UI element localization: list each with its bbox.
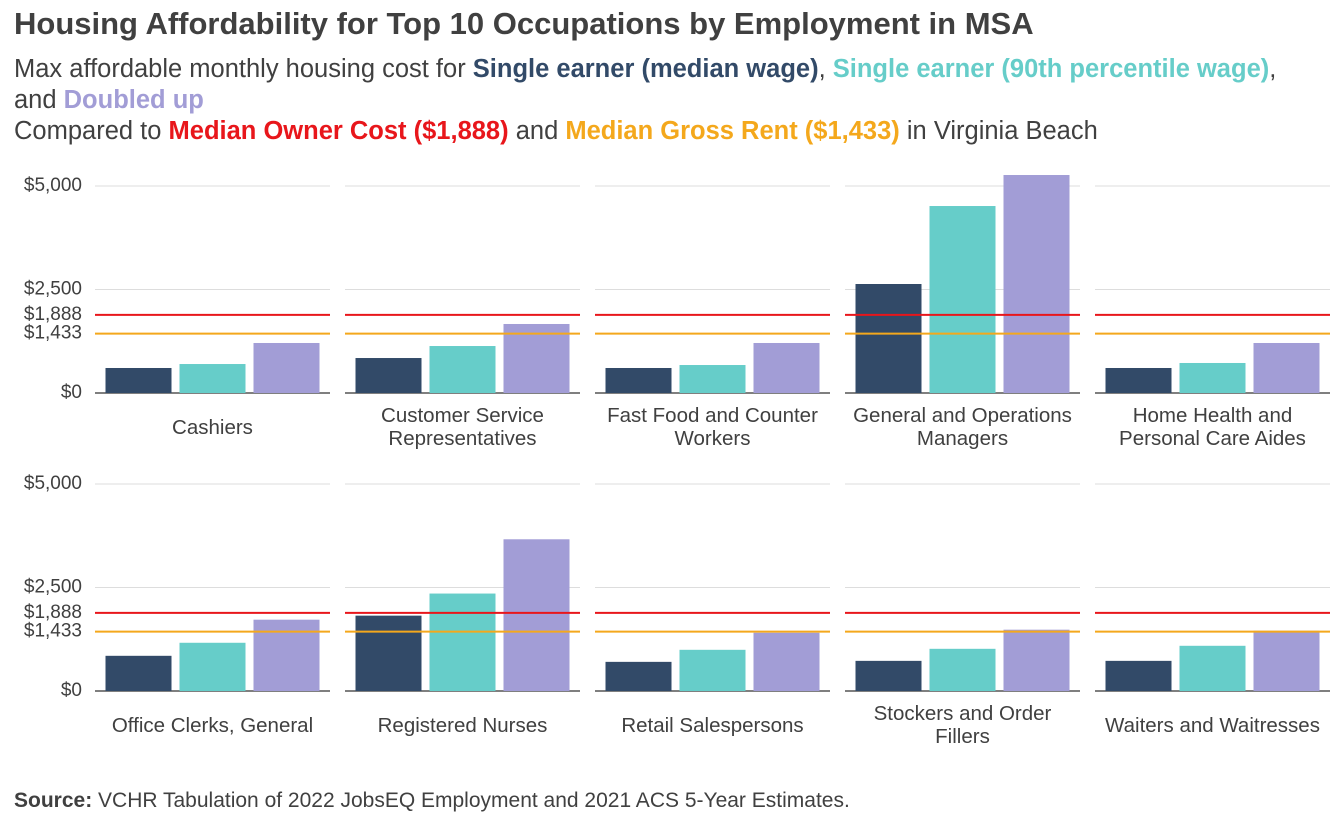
bar bbox=[355, 358, 422, 393]
y-tick-label: $1,888 bbox=[24, 304, 82, 325]
bar bbox=[855, 284, 922, 393]
source-text: VCHR Tabulation of 2022 JobsEQ Employmen… bbox=[98, 789, 850, 812]
subtitle-text: , bbox=[818, 55, 826, 83]
y-tick-label: $5,000 bbox=[24, 175, 82, 196]
bar bbox=[1253, 630, 1320, 691]
bar bbox=[753, 342, 820, 393]
bar bbox=[105, 367, 172, 393]
panel-title: Waiters and Waitresses bbox=[1105, 713, 1320, 737]
legend-entry: Single earner (90th percentile wage) bbox=[832, 55, 1270, 83]
bar bbox=[605, 661, 672, 691]
bar bbox=[503, 539, 570, 691]
subtitle-text: in Virginia Beach bbox=[906, 117, 1098, 145]
legend-entry: Single earner (median wage) bbox=[472, 55, 819, 83]
panel-title: Cashiers bbox=[172, 415, 253, 439]
y-tick-label: $1,433 bbox=[24, 621, 82, 642]
y-tick-label: $0 bbox=[61, 680, 82, 701]
panel-title: Fast Food and Counter Workers bbox=[607, 404, 818, 450]
y-tick-label: $1,888 bbox=[24, 602, 82, 623]
subtitle-text: and bbox=[515, 117, 559, 145]
y-tick-label: $5,000 bbox=[24, 473, 82, 494]
bar bbox=[1179, 362, 1246, 393]
subtitle: Max affordable monthly housing cost for … bbox=[14, 54, 1324, 147]
bar bbox=[105, 655, 172, 691]
subtitle-text: Max affordable monthly housing cost for bbox=[14, 55, 466, 83]
y-tick-label: $0 bbox=[61, 382, 82, 403]
panel-title: Retail Salespersons bbox=[621, 713, 804, 737]
reference-label: Median Owner Cost ($1,888) bbox=[168, 117, 509, 145]
panel-title: Home Health and Personal Care Aides bbox=[1119, 404, 1306, 450]
bar bbox=[1105, 367, 1172, 393]
panel-title: Registered Nurses bbox=[377, 713, 548, 737]
bar bbox=[429, 593, 496, 691]
bar bbox=[503, 323, 570, 393]
bar bbox=[929, 648, 996, 691]
panel-title: General and Operations Managers bbox=[853, 404, 1072, 450]
bar bbox=[753, 632, 820, 691]
bar bbox=[179, 642, 246, 691]
source-label: Source: bbox=[14, 789, 93, 812]
bar bbox=[1105, 660, 1172, 691]
bar bbox=[253, 619, 320, 691]
legend-entry: Doubled up bbox=[63, 86, 204, 114]
bar bbox=[679, 649, 746, 691]
bar bbox=[429, 346, 496, 393]
y-tick-label: $2,500 bbox=[24, 279, 82, 300]
subtitle-text: , and bbox=[14, 55, 1277, 114]
bar bbox=[1179, 645, 1246, 691]
bar bbox=[605, 367, 672, 393]
panel-title: Customer Service Representatives bbox=[381, 404, 544, 450]
bar bbox=[929, 206, 996, 393]
bar bbox=[355, 615, 422, 691]
panel-title: Stockers and Order Fillers bbox=[873, 702, 1052, 748]
bar bbox=[1253, 342, 1320, 393]
y-tick-label: $2,500 bbox=[24, 577, 82, 598]
bar bbox=[1003, 175, 1070, 393]
y-tick-label: $1,433 bbox=[24, 323, 82, 344]
chart-title: Housing Affordability for Top 10 Occupat… bbox=[14, 6, 1034, 41]
subtitle-text: Compared to bbox=[14, 117, 162, 145]
bar bbox=[1003, 629, 1070, 691]
reference-label: Median Gross Rent ($1,433) bbox=[565, 117, 900, 145]
bar bbox=[179, 364, 246, 393]
panel-title: Office Clerks, General bbox=[111, 713, 314, 737]
bar bbox=[253, 342, 320, 393]
bar bbox=[679, 365, 746, 393]
bar bbox=[855, 660, 922, 691]
source: Source: VCHR Tabulation of 2022 JobsEQ E… bbox=[14, 789, 850, 813]
